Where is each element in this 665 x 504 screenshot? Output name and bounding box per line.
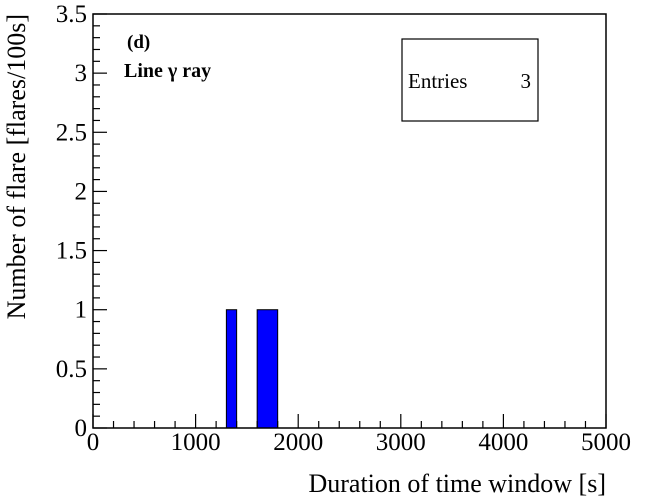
- y-tick-label: 1: [75, 297, 88, 324]
- x-axis-label: Duration of time window [s]: [308, 469, 606, 498]
- y-tick-label: 1.5: [56, 238, 87, 265]
- y-tick-label: 0: [75, 415, 88, 442]
- y-axis-label: Number of flare [flares/100s]: [2, 14, 31, 319]
- x-tick-label: 4000: [478, 429, 528, 456]
- x-tick-label: 2000: [273, 429, 323, 456]
- y-tick-label: 0.5: [56, 356, 87, 383]
- ticks-layer: [92, 13, 607, 429]
- y-tick-label: 2: [75, 178, 88, 205]
- panel-label: (d): [127, 32, 150, 53]
- y-tick-label: 2.5: [56, 119, 87, 146]
- x-tick-label: 5000: [581, 429, 631, 456]
- stats-entries-label: Entries: [408, 69, 467, 93]
- bars-layer: [225, 309, 279, 429]
- histogram-bar-1: [225, 309, 238, 429]
- x-tick-label: 3000: [376, 429, 426, 456]
- stats-box: Entries 3: [401, 38, 539, 122]
- histogram-bar-2: [256, 309, 279, 429]
- stats-box-frame: [401, 38, 539, 122]
- x-tick-label: 1000: [171, 429, 221, 456]
- panel-text: Line γ ray: [124, 60, 211, 82]
- plot-frame: [92, 13, 607, 429]
- y-tick-label: 3: [75, 60, 88, 87]
- stats-entries-value: 3: [521, 69, 532, 93]
- y-tick-label: 3.5: [56, 1, 87, 28]
- x-tick-label: 0: [87, 429, 100, 456]
- tick-labels-layer: 0 1000 2000 3000 4000 5000 0 0.5 1 1.5 2 2.5 3 3.5: [56, 1, 631, 456]
